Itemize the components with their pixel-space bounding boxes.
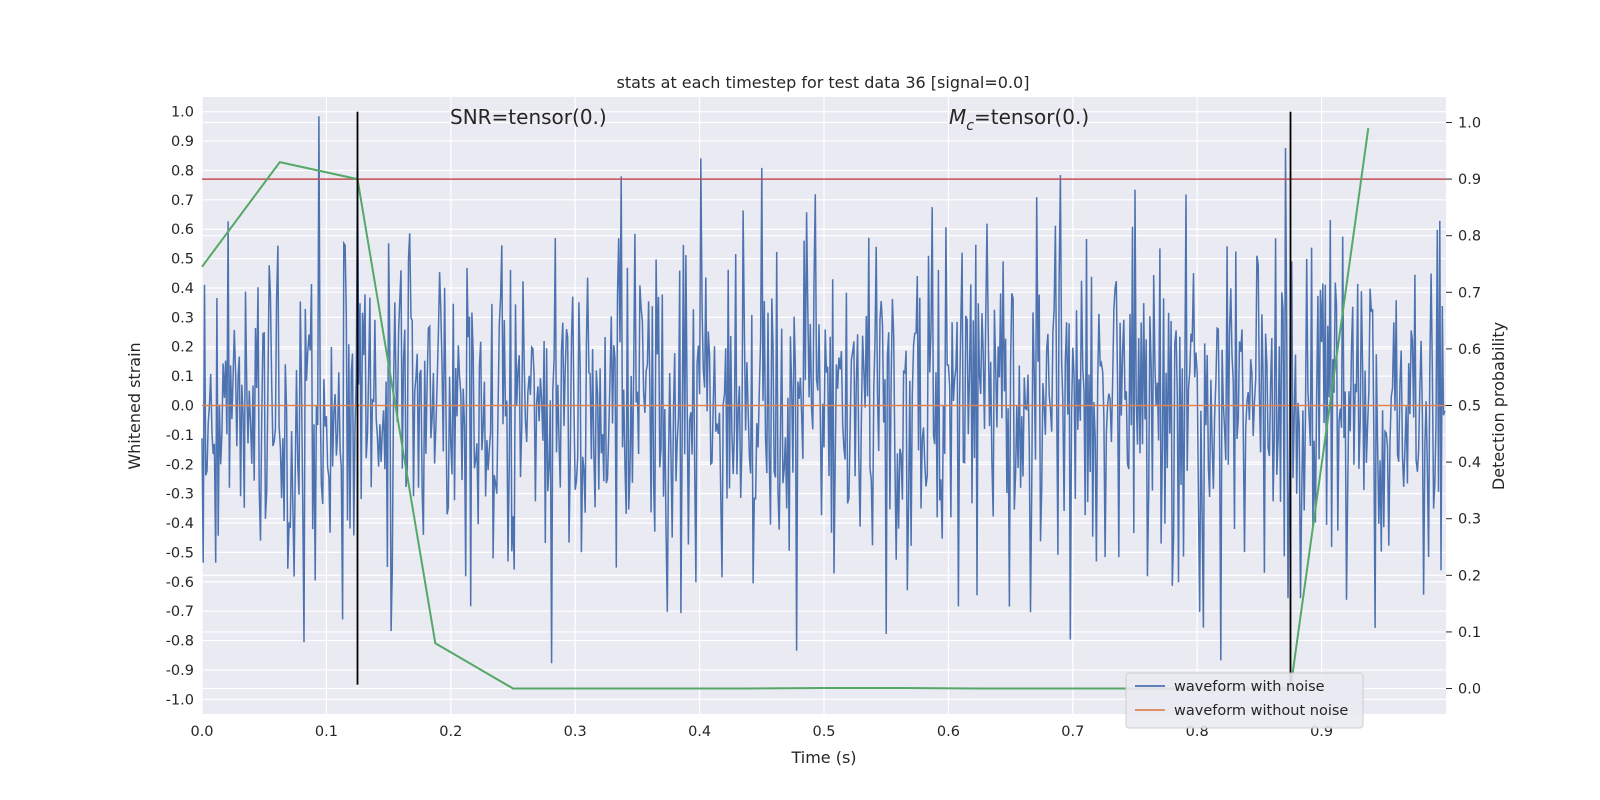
mc-subscript: c — [966, 118, 974, 134]
y-tick-labels: 1.0 0.9 0.8 0.7 0.6 0.5 0.4 0.3 0.2 0.1 0.0 -0.1 -0.… — [166, 105, 194, 709]
mc-annotation: Mc=tensor(0.) — [949, 105, 1089, 134]
y-tick-label: 0.6 — [171, 222, 194, 238]
y2-tick-label: 0.8 — [1458, 229, 1481, 245]
legend-label-clean: waveform without noise — [1174, 703, 1348, 719]
x-tick-label: 0.7 — [1061, 724, 1084, 740]
x-tick-label: 0.2 — [439, 724, 462, 740]
y-tick-label: -0.8 — [166, 634, 194, 650]
x-tick-label: 0.5 — [812, 724, 835, 740]
y2-tick-label: 0.5 — [1458, 399, 1481, 415]
mc-symbol: M — [949, 105, 966, 129]
snr-annotation: SNR=tensor(0.) — [450, 105, 607, 129]
y-tick-label: -0.6 — [166, 575, 194, 591]
y2-tick-label: 0.0 — [1458, 682, 1481, 698]
x-axis-label: Time (s) — [790, 748, 856, 767]
y-tick-label: 1.0 — [171, 105, 194, 121]
y2-tick-labels: 1.0 0.9 0.8 0.7 0.6 0.5 0.4 0.3 0.2 0.1 0.0 — [1446, 115, 1481, 698]
chart-title: stats at each timestep for test data 36 … — [617, 73, 1030, 92]
y-tick-label: -0.5 — [166, 545, 194, 561]
y2-tick-label: 0.3 — [1458, 512, 1481, 528]
y-tick-label: 0.9 — [171, 134, 194, 150]
y-tick-label: -0.2 — [166, 457, 194, 473]
y2-tick-label: 0.9 — [1458, 172, 1481, 188]
y2-tick-label: 1.0 — [1458, 115, 1481, 131]
legend-label-noise: waveform with noise — [1174, 679, 1325, 695]
y-tick-label: 0.4 — [171, 281, 194, 297]
y2-tick-label: 0.1 — [1458, 625, 1481, 641]
series-line-waveform-with-noise — [201, 116, 1446, 664]
x-tick-label: 0.0 — [190, 724, 213, 740]
mc-rest: =tensor(0.) — [974, 105, 1089, 129]
y-tick-label: 0.0 — [171, 399, 194, 415]
y2-tick-label: 0.6 — [1458, 342, 1481, 358]
y2-tick-label: 0.2 — [1458, 568, 1481, 584]
y2-axis-label: Detection probability — [1489, 322, 1508, 490]
y-tick-label: -0.3 — [166, 487, 194, 503]
x-tick-label: 0.4 — [688, 724, 711, 740]
y-tick-label: 0.7 — [171, 193, 194, 209]
y-tick-label: 0.3 — [171, 310, 194, 326]
y-tick-label: -0.7 — [166, 604, 194, 620]
y-tick-label: -0.4 — [166, 516, 194, 532]
y2-tick-label: 0.4 — [1458, 455, 1481, 471]
y-axis-label: Whitened strain — [125, 342, 144, 469]
legend-box — [1125, 672, 1364, 729]
y-tick-label: -0.1 — [166, 428, 194, 444]
y-tick-label: 0.2 — [171, 340, 194, 356]
x-tick-label: 0.3 — [564, 724, 587, 740]
y-tick-label: -0.9 — [166, 663, 194, 679]
y-tick-label: 0.1 — [171, 369, 194, 385]
y-tick-label: -1.0 — [166, 692, 194, 708]
x-tick-label: 0.1 — [315, 724, 338, 740]
y-tick-label: 0.8 — [171, 163, 194, 179]
x-tick-label: 0.6 — [937, 724, 960, 740]
legend: waveform with noise waveform without noi… — [1125, 672, 1364, 729]
y2-tick-label: 0.7 — [1458, 285, 1481, 301]
y-tick-label: 0.5 — [171, 252, 194, 268]
